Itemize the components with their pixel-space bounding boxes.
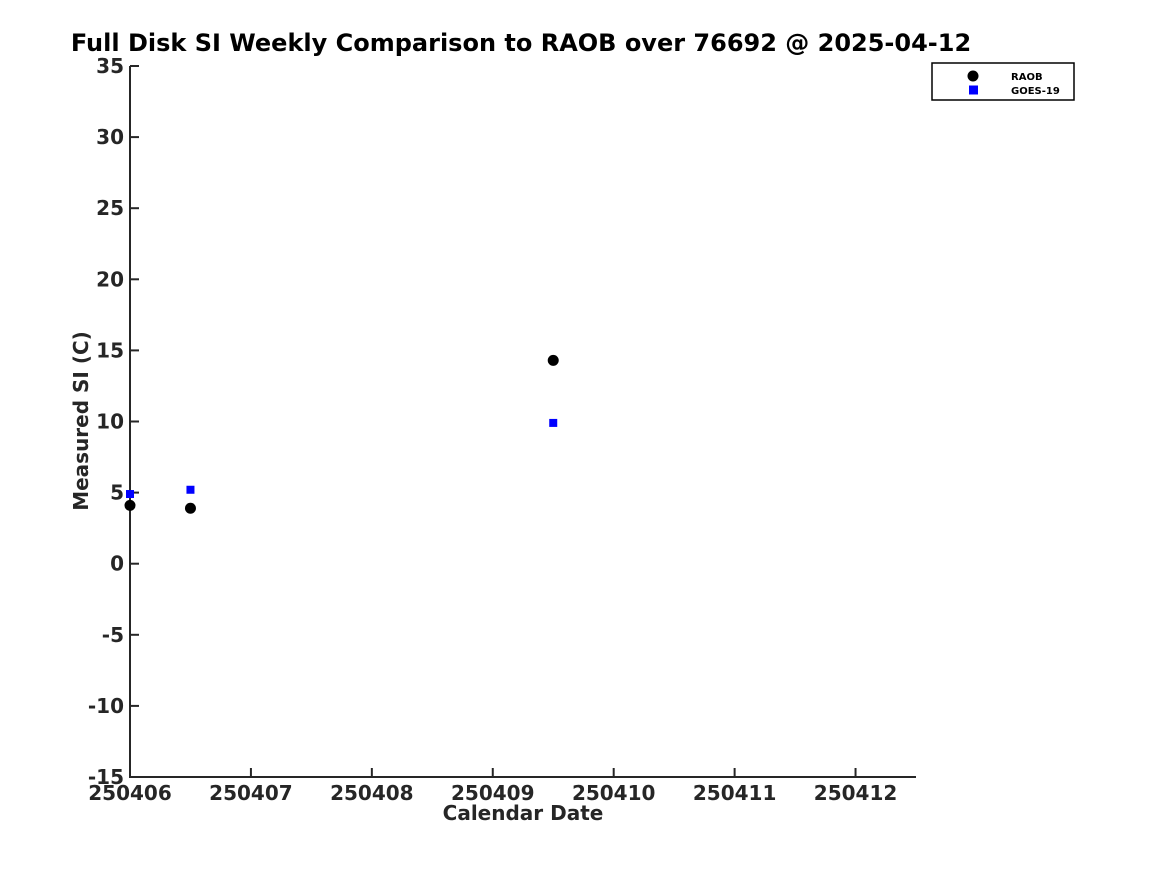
y-tick-label: 35 [96, 54, 124, 78]
y-tick-label: 15 [96, 338, 124, 362]
raob-legend-marker-icon [967, 70, 979, 82]
y-tick-label: -10 [88, 694, 124, 718]
legend-label-goes19: GOES-19 [1011, 86, 1060, 97]
y-tick-label: -5 [102, 623, 124, 647]
y-tick-label: -15 [88, 765, 124, 789]
y-axis-label: Measured SI (C) [69, 331, 93, 511]
y-tick-label: 5 [110, 481, 124, 505]
legend: RAOB GOES-19 [931, 62, 1075, 101]
legend-border [931, 62, 1075, 101]
x-tick-label: 250412 [814, 781, 898, 805]
goes19-legend-marker-icon [969, 85, 978, 95]
data-points-layer [124, 354, 559, 514]
x-tick-label: 250406 [88, 781, 172, 805]
data-point-goes-19 [549, 418, 558, 427]
x-tick-label: 250410 [572, 781, 656, 805]
y-tick-label: 20 [96, 267, 124, 291]
y-tick-label: 30 [96, 125, 124, 149]
y-tick-label: 10 [96, 410, 124, 434]
chart-title: Full Disk SI Weekly Comparison to RAOB o… [71, 29, 971, 57]
data-point-raob [124, 499, 136, 511]
data-point-raob [184, 502, 196, 514]
y-tick-label: 0 [110, 552, 124, 576]
data-point-goes-19 [186, 485, 195, 494]
data-point-goes-19 [126, 490, 134, 499]
data-point-raob [547, 354, 559, 366]
x-tick-label: 250408 [330, 781, 414, 805]
x-tick-label: 250407 [209, 781, 293, 805]
x-axis-label: Calendar Date [443, 801, 604, 825]
y-tick-label: 25 [96, 196, 124, 220]
legend-label-raob: RAOB [1011, 72, 1043, 83]
x-tick-label: 250411 [693, 781, 777, 805]
x-tick-label: 250409 [451, 781, 535, 805]
axes-layer: 250406 250407 250408 250409 250410 250411 2504… [88, 54, 916, 805]
